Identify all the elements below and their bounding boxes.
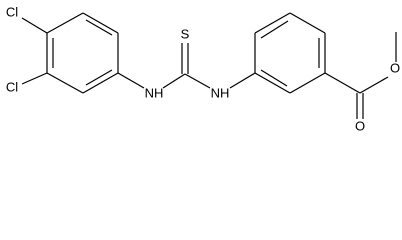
atom-label: O bbox=[390, 60, 400, 75]
bonds bbox=[21, 12, 397, 119]
atom-label: S bbox=[181, 26, 190, 41]
atom-label: Cl bbox=[6, 4, 18, 19]
atom-label: NH bbox=[145, 85, 164, 100]
atom-label: O bbox=[355, 118, 365, 133]
atom-label: NH bbox=[211, 85, 230, 100]
atom-label: Cl bbox=[6, 79, 18, 94]
molecule-diagram: Cl Cl NH NH S O O bbox=[6, 4, 400, 133]
